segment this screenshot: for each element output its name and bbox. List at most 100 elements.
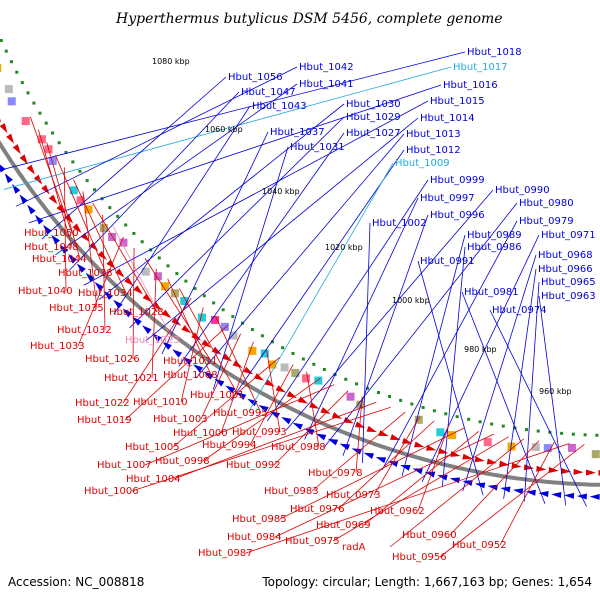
forward-gene-arrow (4, 173, 13, 184)
forward-gene-arrow (132, 316, 142, 326)
reverse-gene-label: Hbut_1011 (163, 356, 218, 367)
gc-tick (78, 169, 82, 173)
reverse-leader-line (124, 324, 229, 421)
reverse-gene-arrow (41, 184, 50, 195)
kbp-label: 1060 kbp (205, 125, 243, 134)
reverse-gene-label: radA (342, 542, 366, 553)
feature-block (76, 196, 85, 205)
forward-gene-label: Hbut_0966 (538, 264, 593, 275)
forward-gene-label: Hbut_0980 (519, 198, 574, 209)
forward-leader-line (28, 84, 442, 224)
gc-tick (250, 328, 254, 332)
forward-leader-line (461, 291, 546, 504)
forward-gene-label: Hbut_0974 (492, 305, 547, 316)
forward-gene-arrow (85, 272, 95, 283)
reverse-gene-arrow (124, 276, 134, 286)
forward-gene-arrow (375, 457, 387, 464)
reverse-leader-line (449, 440, 540, 536)
feature-block (99, 224, 108, 233)
forward-leader-line (266, 179, 429, 422)
gc-tick (344, 377, 348, 381)
forward-gene-arrow (551, 492, 562, 499)
reverse-gene-label: Hbut_1032 (57, 325, 112, 336)
forward-leader-line (441, 246, 466, 487)
reverse-gene-label: Hbut_0987 (198, 548, 253, 559)
feature-block (314, 376, 323, 385)
feature-block (21, 117, 30, 126)
reverse-leader-line (178, 288, 239, 396)
gc-tick (501, 424, 505, 428)
forward-gene-arrow (538, 491, 549, 497)
forward-leader-line (161, 131, 269, 355)
feature-block (211, 315, 220, 324)
forward-gene-arrow (142, 325, 152, 334)
reverse-leader-line (55, 154, 107, 274)
forward-gene-label: Hbut_1002 (372, 218, 427, 229)
feature-block (531, 443, 540, 452)
gc-tick (560, 431, 564, 435)
reverse-gene-label: Hbut_1001 (190, 390, 245, 401)
forward-gene-arrow (412, 468, 423, 475)
forward-gene-arrow (203, 371, 214, 380)
reverse-gene-arrow (297, 396, 309, 404)
reverse-gene-arrow (275, 385, 286, 393)
reverse-gene-arrow (106, 259, 116, 269)
forward-gene-arrow (162, 341, 172, 350)
feature-block (37, 135, 46, 144)
kbp-label: 980 kbp (464, 345, 497, 354)
gc-tick (399, 398, 403, 402)
feature-block (268, 360, 277, 369)
reverse-gene-label: Hbut_1022 (75, 398, 130, 409)
feature-block (229, 331, 238, 340)
forward-gene-label: Hbut_1016 (443, 80, 498, 91)
gc-tick (388, 395, 392, 399)
reverse-gene-arrow (331, 412, 343, 419)
reverse-gene-label: Hbut_0993 (232, 427, 287, 438)
forward-gene-arrow (0, 164, 6, 173)
forward-leader-line (421, 234, 540, 482)
kbp-label: 1040 kbp (262, 187, 300, 196)
gc-tick (281, 346, 285, 350)
feature-block (161, 282, 170, 291)
reverse-gene-label: Hbut_1023 (125, 335, 180, 346)
gc-tick (221, 308, 225, 312)
gc-tick (355, 382, 359, 386)
reverse-gene-arrow (6, 133, 15, 144)
reverse-gene-arrow (474, 456, 485, 463)
reverse-gene-label: Hbut_1048 (24, 242, 79, 253)
forward-gene-label: Hbut_0997 (420, 193, 475, 204)
reverse-gene-arrow (26, 164, 35, 175)
reverse-gene-label: Hbut_1000 (173, 428, 228, 439)
reverse-gene-arrow (133, 285, 143, 295)
forward-gene-arrow (122, 308, 133, 318)
feature-block (180, 296, 189, 305)
forward-gene-label: Hbut_1037 (270, 127, 325, 138)
reverse-gene-arrow (523, 464, 535, 471)
feature-block (248, 346, 257, 355)
forward-gene-label: Hbut_0996 (430, 210, 485, 221)
forward-leader-line (195, 133, 405, 379)
reverse-leader-line (389, 438, 525, 548)
reverse-gene-arrow (72, 223, 82, 233)
reverse-leader-line (200, 333, 242, 420)
forward-gene-label: Hbut_1018 (467, 47, 522, 58)
feature-block (48, 156, 57, 165)
gc-tick (140, 240, 144, 244)
reverse-leader-line (373, 416, 421, 496)
feature-block (197, 313, 206, 322)
gc-tick (9, 60, 13, 64)
reverse-leader-line (274, 433, 494, 538)
gc-tick (15, 70, 19, 74)
reverse-gene-arrow (561, 468, 572, 475)
kbp-label: 1080 kbp (152, 57, 190, 66)
reverse-gene-arrow (286, 390, 297, 399)
gc-tick (270, 340, 274, 344)
reverse-gene-label: Hbut_1003 (153, 414, 208, 425)
forward-gene-arrow (315, 433, 327, 441)
reverse-gene-arrow (425, 444, 437, 451)
forward-leader-line (248, 162, 394, 412)
gc-tick (202, 294, 206, 298)
reverse-gene-arrow (499, 460, 510, 467)
feature-block (220, 322, 229, 331)
reverse-gene-label: Hbut_1050 (24, 228, 79, 239)
